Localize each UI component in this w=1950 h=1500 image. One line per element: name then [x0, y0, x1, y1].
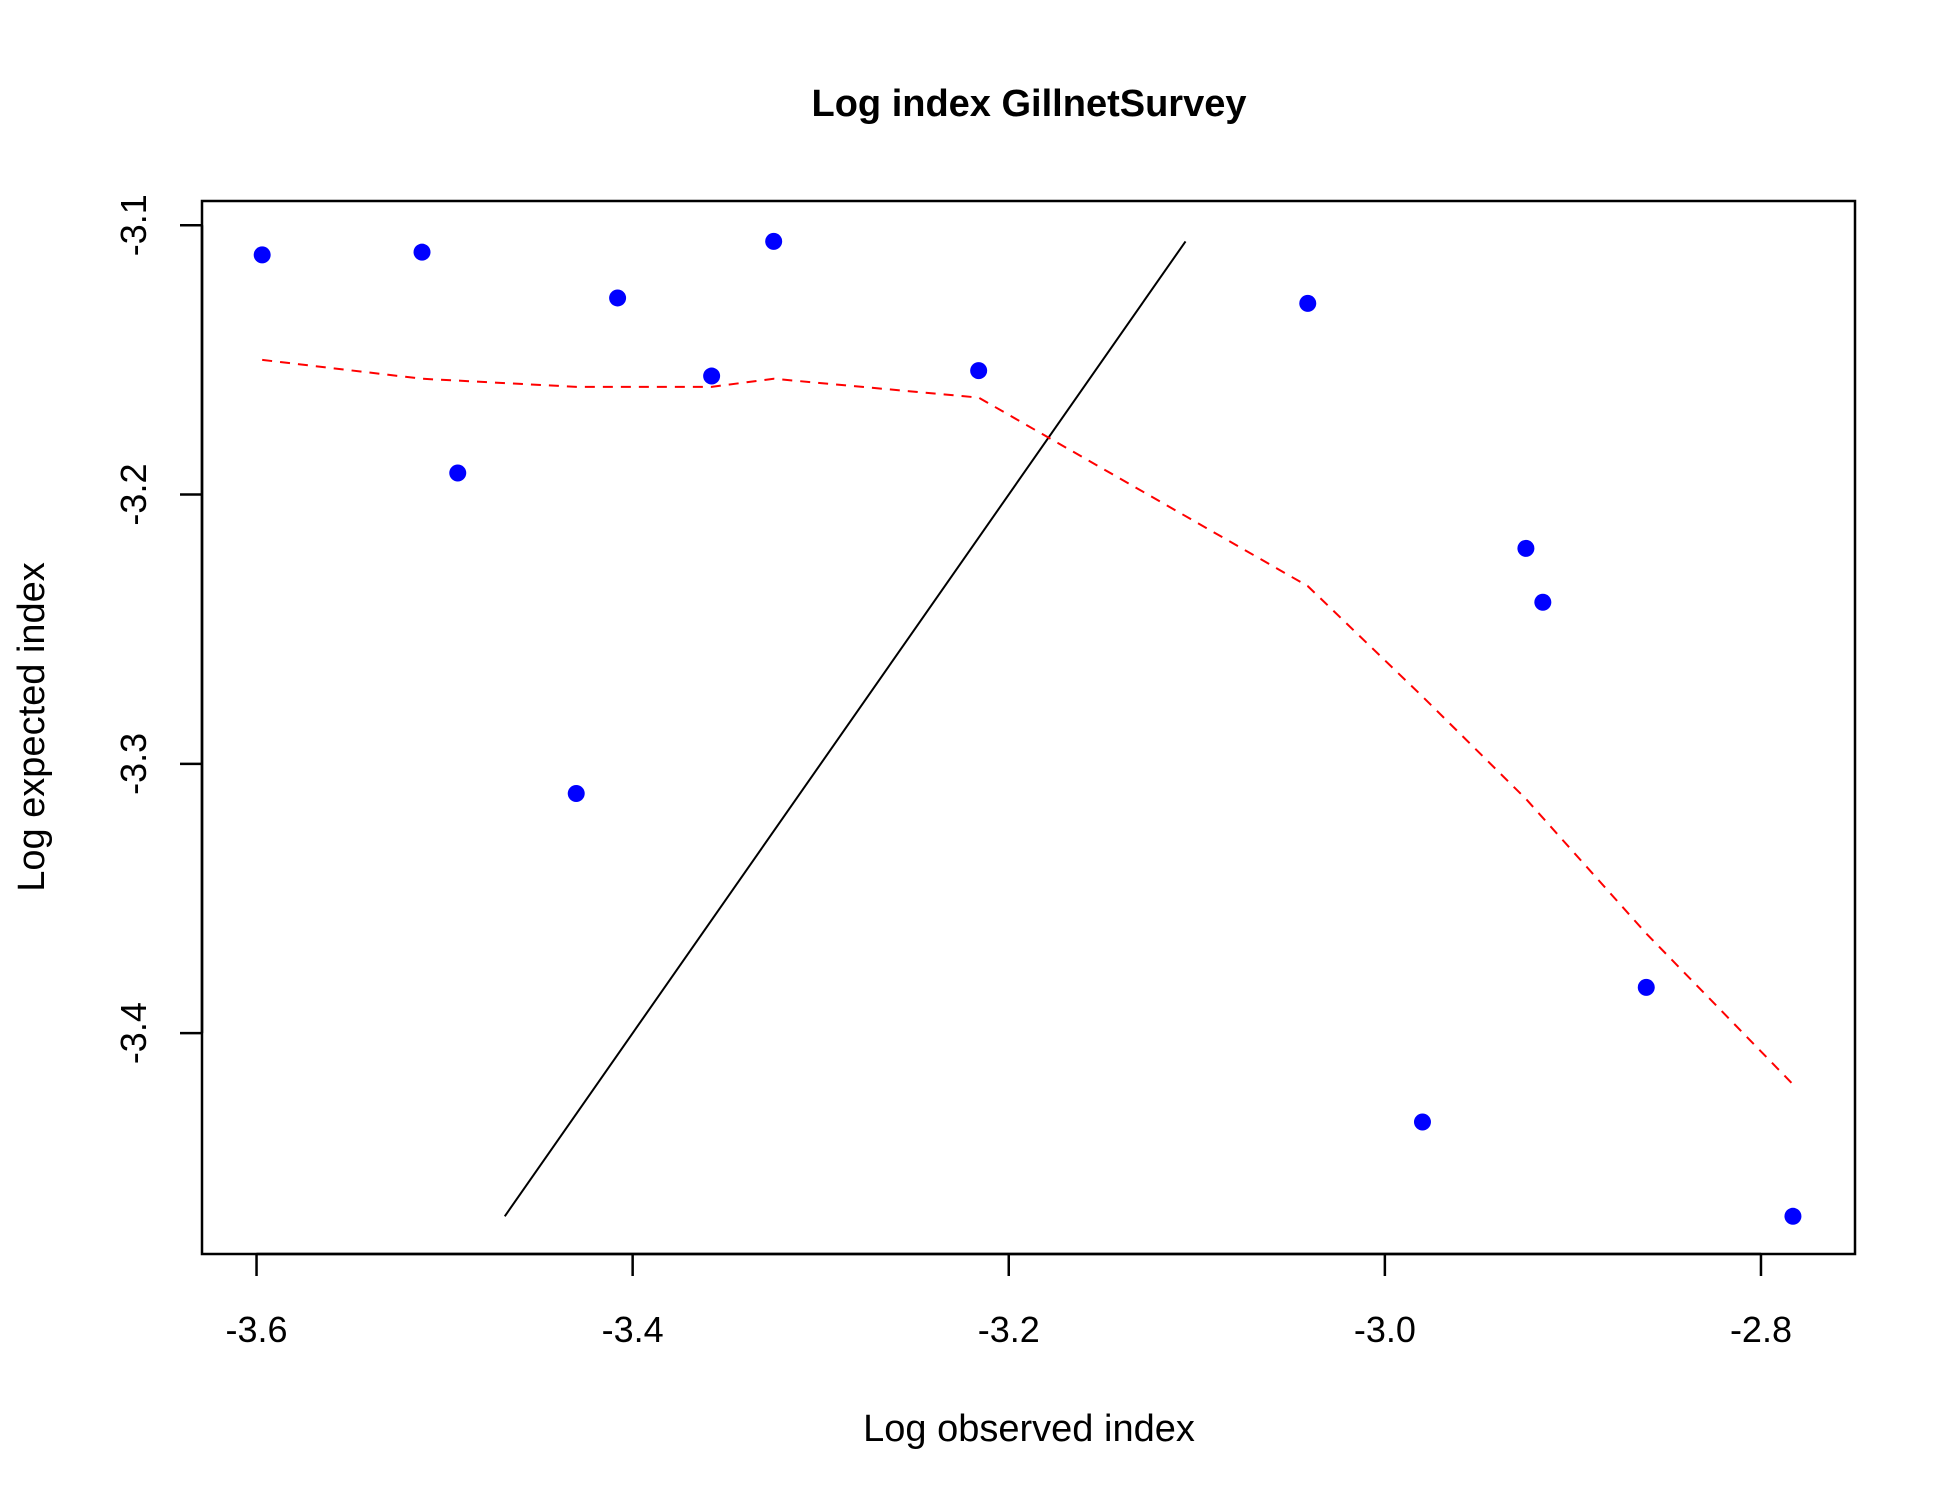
data-point	[1299, 294, 1317, 312]
x-tick-label: -3.2	[978, 1309, 1040, 1350]
data-point	[449, 464, 467, 482]
x-axis: -3.6 -3.4 -3.2 -3.0 -2.8	[226, 1252, 1792, 1350]
x-tick-label: -3.0	[1354, 1309, 1416, 1350]
y-axis-label: Log expected index	[11, 562, 53, 892]
x-tick-label: -2.8	[1730, 1309, 1792, 1350]
y-tick-label: -3.2	[113, 464, 154, 526]
data-point	[567, 784, 585, 802]
y-tick-label: -3.1	[113, 194, 154, 256]
data-point	[1413, 1113, 1431, 1131]
plot-layer	[253, 232, 1802, 1225]
x-tick-label: -3.6	[226, 1309, 288, 1350]
data-point	[609, 289, 627, 307]
data-point	[253, 246, 271, 264]
y-axis: -3.1 -3.2 -3.3 -3.4	[113, 194, 204, 1064]
smooth-line	[262, 358, 1794, 1086]
y-tick-label: -3.3	[113, 733, 154, 795]
y-tick-label: -3.4	[113, 1002, 154, 1064]
chart-title: Log index GillnetSurvey	[812, 83, 1247, 125]
data-point	[1534, 593, 1552, 611]
data-point	[1784, 1207, 1802, 1225]
data-point	[765, 232, 783, 250]
data-point	[703, 367, 721, 385]
x-axis-label: Log observed index	[863, 1408, 1195, 1450]
data-point	[413, 243, 431, 261]
data-point	[1637, 978, 1655, 996]
x-tick-label: -3.4	[602, 1309, 664, 1350]
data-point	[1517, 539, 1535, 557]
data-point	[970, 362, 988, 380]
reference-line	[503, 240, 1187, 1217]
